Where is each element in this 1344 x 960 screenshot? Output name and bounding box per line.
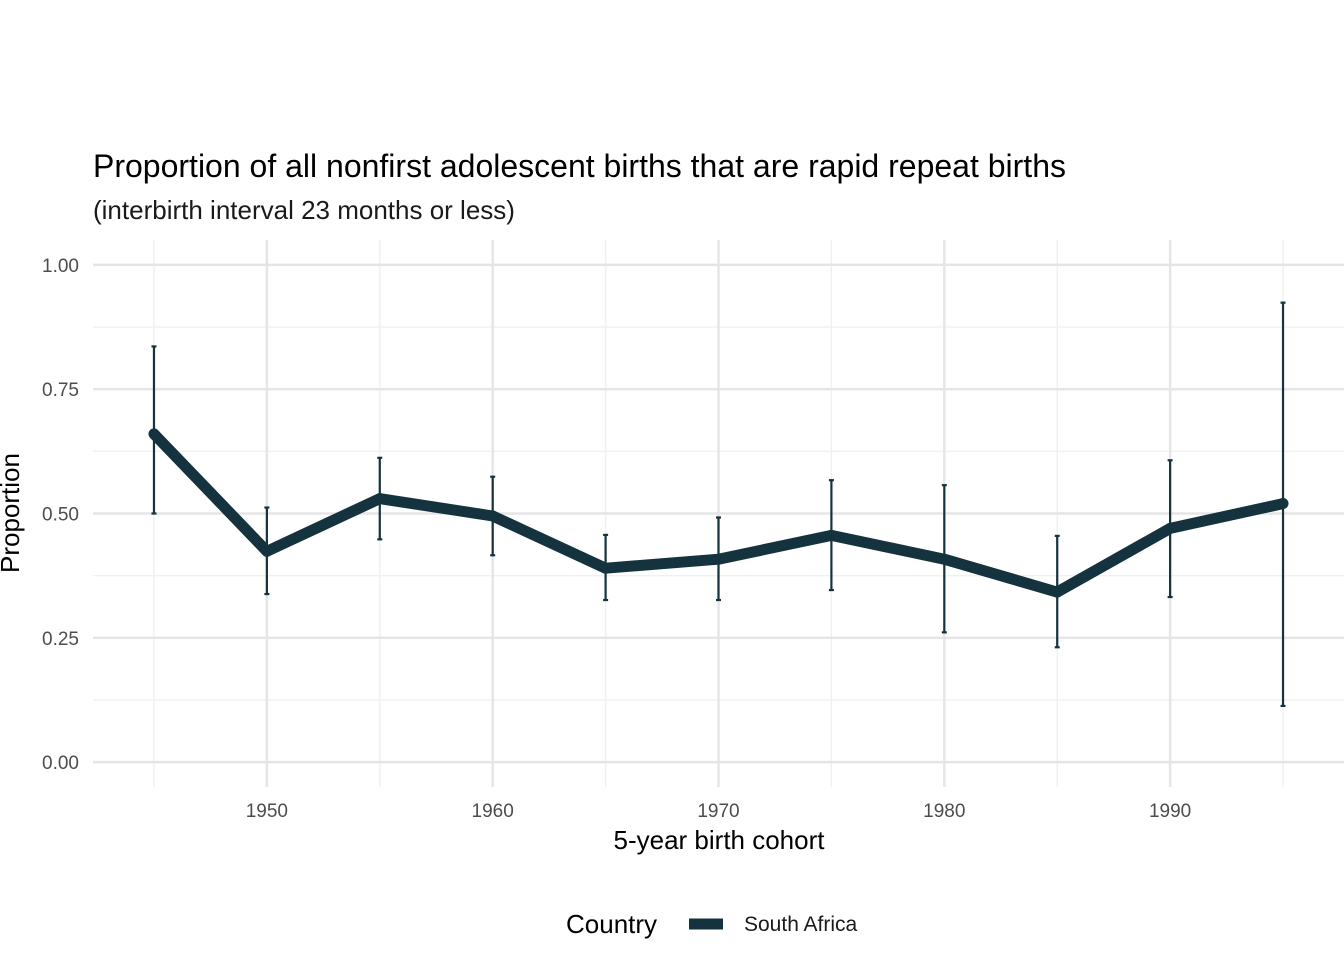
- data-point: [1277, 498, 1289, 510]
- data-point: [487, 510, 499, 522]
- chart-title: Proportion of all nonfirst adolescent bi…: [93, 148, 1066, 184]
- chart-subtitle: (interbirth interval 23 months or less): [93, 195, 515, 225]
- data-point: [600, 562, 612, 574]
- x-tick-label: 1990: [1149, 801, 1191, 822]
- x-tick-label: 1960: [472, 801, 514, 822]
- data-point: [148, 428, 160, 440]
- x-tick-label: 1980: [923, 801, 965, 822]
- legend-title: Country: [566, 909, 657, 939]
- y-axis-ticks: 0.00 0.25 0.50 0.75 1.00: [42, 256, 79, 774]
- data-point: [1164, 522, 1176, 534]
- data-point: [374, 493, 386, 505]
- plot-marks: [148, 301, 1289, 708]
- data-point: [938, 553, 950, 565]
- x-axis-title: 5-year birth cohort: [614, 825, 826, 855]
- data-point: [1051, 586, 1063, 598]
- legend: Country South Africa: [566, 909, 858, 939]
- y-tick-label: 0.00: [42, 753, 79, 774]
- y-tick-label: 0.50: [42, 505, 79, 526]
- data-point: [825, 529, 837, 541]
- x-axis-ticks: 1950 1960 1970 1980 1990: [246, 801, 1192, 822]
- data-point: [713, 553, 724, 565]
- x-tick-label: 1950: [246, 801, 288, 822]
- x-tick-label: 1970: [697, 801, 739, 822]
- y-tick-label: 1.00: [42, 256, 79, 277]
- y-axis-title: Proportion: [0, 453, 25, 573]
- y-tick-label: 0.75: [42, 380, 79, 401]
- legend-label-south-africa: South Africa: [744, 913, 858, 936]
- y-tick-label: 0.25: [42, 629, 79, 650]
- data-point: [261, 545, 273, 557]
- grid: [93, 240, 1344, 787]
- series-south-africa: [148, 301, 1289, 708]
